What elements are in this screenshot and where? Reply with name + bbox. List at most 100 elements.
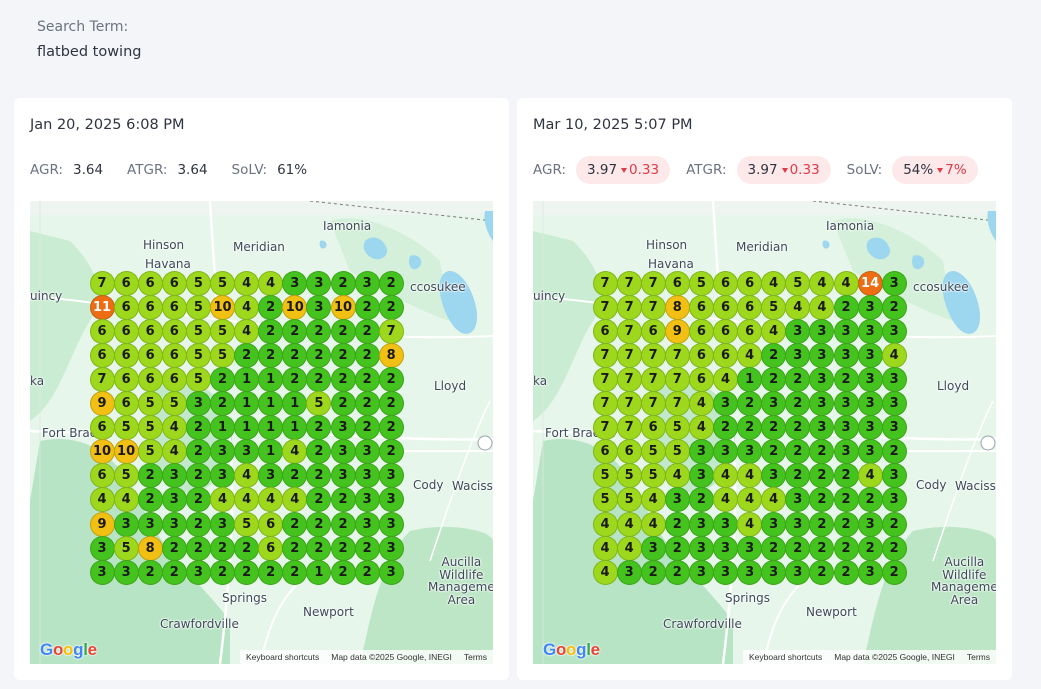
rank-pin[interactable]: 2 (282, 463, 308, 489)
rank-pin[interactable]: 5 (234, 511, 260, 537)
rank-pin[interactable]: 2 (306, 535, 332, 561)
rank-pin[interactable]: 3 (857, 415, 883, 441)
rank-pin[interactable]: 2 (354, 535, 380, 561)
rank-pin[interactable]: 2 (210, 366, 235, 392)
rank-pin[interactable]: 4 (113, 487, 139, 513)
rank-pin[interactable]: 2 (664, 559, 690, 585)
rank-pin[interactable]: 1 (737, 366, 763, 392)
rank-pin[interactable]: 8 (378, 342, 404, 368)
rank-pin[interactable]: 3 (161, 511, 187, 537)
rank-pin[interactable]: 2 (185, 535, 211, 561)
rank-pin[interactable]: 3 (737, 439, 763, 465)
rank-pin[interactable]: 3 (354, 463, 380, 489)
rank-pin[interactable]: 2 (833, 511, 859, 537)
rank-pin[interactable]: 7 (592, 415, 618, 441)
rank-pin[interactable]: 5 (185, 294, 211, 320)
rank-pin[interactable]: 2 (881, 439, 907, 465)
rank-pin[interactable]: 2 (833, 535, 859, 561)
rank-pin[interactable]: 2 (809, 559, 835, 585)
rank-pin[interactable]: 3 (833, 415, 859, 441)
rank-pin[interactable]: 6 (161, 342, 187, 368)
rank-pin[interactable]: 5 (137, 391, 163, 416)
rank-pin[interactable]: 3 (809, 318, 835, 344)
rank-pin[interactable]: 14 (857, 270, 883, 296)
rank-pin[interactable]: 6 (688, 318, 714, 344)
rank-pin[interactable]: 6 (688, 294, 714, 320)
rank-pin[interactable]: 3 (857, 439, 883, 465)
rank-pin[interactable]: 2 (306, 318, 332, 344)
rank-pin[interactable]: 10 (89, 439, 115, 465)
rank-pin[interactable]: 6 (713, 318, 738, 344)
rank-pin[interactable]: 1 (258, 391, 284, 416)
rank-pin[interactable]: 3 (785, 342, 811, 368)
rank-pin[interactable]: 3 (857, 366, 883, 392)
rank-pin[interactable]: 3 (857, 294, 883, 320)
rank-pin[interactable]: 3 (282, 270, 308, 296)
rank-pin[interactable]: 4 (785, 294, 811, 320)
rank-pin[interactable]: 2 (330, 535, 356, 561)
rank-pin[interactable]: 2 (809, 439, 835, 465)
rank-pin[interactable]: 2 (761, 535, 787, 561)
rank-pin[interactable]: 4 (234, 487, 260, 513)
rank-pin[interactable]: 4 (234, 270, 260, 296)
rank-pin[interactable]: 4 (737, 487, 763, 513)
rank-pin[interactable]: 4 (713, 463, 738, 489)
rank-pin[interactable]: 5 (161, 391, 187, 416)
rank-pin[interactable]: 5 (185, 366, 211, 392)
rank-pin[interactable]: 2 (354, 294, 380, 320)
rank-pin[interactable]: 3 (330, 463, 356, 489)
rank-pin[interactable]: 4 (592, 511, 618, 537)
rank-pin[interactable]: 9 (89, 391, 115, 416)
rank-pin[interactable]: 2 (306, 439, 332, 465)
rank-pin[interactable]: 7 (640, 294, 666, 320)
rank-pin[interactable]: 2 (737, 415, 763, 441)
rank-pin[interactable]: 2 (640, 559, 666, 585)
rank-grid-map[interactable]: Hinson Meridian Iamonia Havana ccosukee uincy… (30, 201, 493, 664)
rank-pin[interactable]: 2 (785, 366, 811, 392)
rank-pin[interactable]: 2 (857, 487, 883, 513)
rank-pin[interactable]: 5 (210, 270, 235, 296)
rank-pin[interactable]: 4 (258, 270, 284, 296)
rank-pin[interactable]: 3 (833, 439, 859, 465)
rank-pin[interactable]: 4 (688, 391, 714, 416)
rank-pin[interactable]: 3 (809, 342, 835, 368)
rank-pin[interactable]: 6 (113, 270, 139, 296)
rank-pin[interactable]: 4 (737, 511, 763, 537)
rank-pin[interactable]: 5 (185, 318, 211, 344)
rank-pin[interactable]: 1 (258, 439, 284, 465)
rank-pin[interactable]: 6 (89, 463, 115, 489)
rank-pin[interactable]: 2 (378, 366, 404, 392)
rank-pin[interactable]: 3 (881, 318, 907, 344)
rank-pin[interactable]: 2 (833, 559, 859, 585)
rank-pin[interactable]: 2 (664, 535, 690, 561)
rank-pin[interactable]: 3 (833, 318, 859, 344)
rank-pin[interactable]: 3 (113, 559, 139, 585)
rank-pin[interactable]: 3 (809, 415, 835, 441)
google-logo[interactable]: Google (543, 640, 600, 659)
rank-pin[interactable]: 3 (185, 559, 211, 585)
rank-pin[interactable]: 2 (785, 535, 811, 561)
rank-pin[interactable]: 7 (592, 391, 618, 416)
rank-pin[interactable]: 2 (330, 342, 356, 368)
rank-pin[interactable]: 10 (210, 294, 235, 320)
rank-pin[interactable]: 5 (210, 342, 235, 368)
rank-pin[interactable]: 1 (306, 559, 332, 585)
rank-pin[interactable]: 3 (354, 270, 380, 296)
rank-pin[interactable]: 2 (234, 535, 260, 561)
rank-pin[interactable]: 6 (113, 294, 139, 320)
rank-pin[interactable]: 3 (354, 511, 380, 537)
rank-pin[interactable]: 4 (809, 270, 835, 296)
rank-pin[interactable]: 6 (713, 342, 738, 368)
rank-pin[interactable]: 3 (713, 439, 738, 465)
rank-pin[interactable]: 2 (185, 487, 211, 513)
rank-pin[interactable]: 2 (833, 366, 859, 392)
rank-pin[interactable]: 4 (664, 463, 690, 489)
rank-pin[interactable]: 4 (640, 487, 666, 513)
rank-pin[interactable]: 6 (113, 366, 139, 392)
rank-pin[interactable]: 1 (234, 391, 260, 416)
rank-pin[interactable]: 4 (713, 487, 738, 513)
rank-pin[interactable]: 6 (688, 342, 714, 368)
rank-pin[interactable]: 6 (89, 415, 115, 441)
rank-pin[interactable]: 5 (616, 463, 642, 489)
rank-pin[interactable]: 4 (592, 559, 618, 585)
